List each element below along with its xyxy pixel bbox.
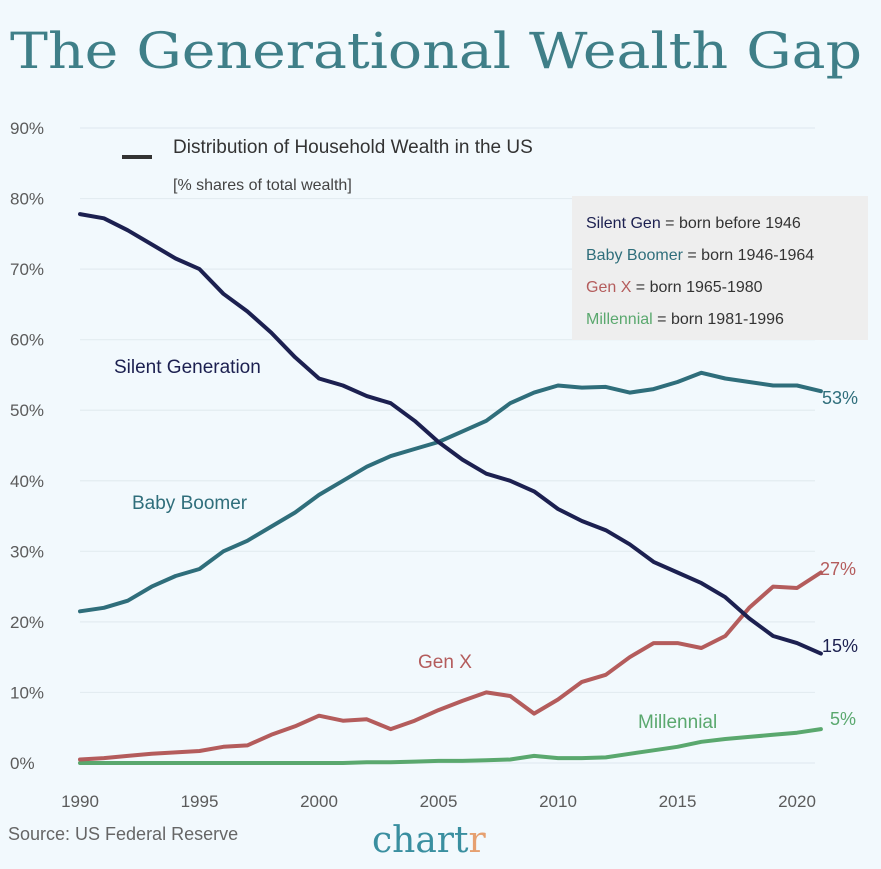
legend-desc: = born before 1946 [661, 215, 801, 232]
y-tick-label: 20% [10, 613, 44, 632]
legend-item: Baby Boomer = born 1946-1964 [586, 247, 814, 264]
x-tick-label: 1990 [61, 792, 99, 811]
legend-name: Millennial [586, 311, 653, 328]
svg-text:Silent Gen = born before 1946: Silent Gen = born before 1946 [586, 215, 801, 232]
y-tick-label: 10% [10, 683, 44, 702]
legend-name: Baby Boomer [586, 247, 684, 264]
y-tick-label: 40% [10, 472, 44, 491]
subtitle-dash [122, 155, 152, 159]
y-tick-label: 30% [10, 542, 44, 561]
end-label-silent: 15% [822, 636, 858, 656]
svg-text:Gen X = born 1965-1980: Gen X = born 1965-1980 [586, 279, 763, 296]
chart-title: The Generational Wealth Gap [10, 22, 862, 80]
series-line-gen-x [78, 570, 823, 762]
svg-text:Baby Boomer = born 1946-1964: Baby Boomer = born 1946-1964 [586, 247, 814, 264]
legend-name: Silent Gen [586, 215, 661, 232]
x-tick-label: 2010 [539, 792, 577, 811]
legend-desc: = born 1981-1996 [653, 311, 784, 328]
series-label-genx: Gen X [418, 652, 472, 673]
x-tick-label: 2015 [659, 792, 697, 811]
source-note: Source: US Federal Reserve [8, 824, 238, 844]
legend-item: Silent Gen = born before 1946 [586, 215, 801, 232]
y-tick-label: 90% [10, 119, 44, 138]
chartr-logo: chartr [372, 820, 487, 861]
series-line-millennial [78, 727, 823, 765]
series-label-silent: Silent Generation [114, 357, 261, 378]
legend-desc: = born 1965-1980 [631, 279, 762, 296]
series-line-silent-generation [78, 212, 823, 656]
y-tick-label: 80% [10, 190, 44, 209]
y-tick-label: 0% [10, 754, 35, 773]
end-label-boomer: 53% [822, 388, 858, 408]
x-tick-label: 2020 [778, 792, 816, 811]
chart-subtitle: Distribution of Household Wealth in the … [173, 137, 533, 158]
legend-desc: = born 1946-1964 [683, 247, 814, 264]
series-label-millennial: Millennial [638, 712, 717, 733]
x-tick-label: 2000 [300, 792, 338, 811]
chart-units: [% shares of total wealth] [173, 177, 352, 194]
y-tick-label: 50% [10, 401, 44, 420]
series-label-boomer: Baby Boomer [132, 493, 248, 514]
y-tick-label: 70% [10, 260, 44, 279]
legend-item: Gen X = born 1965-1980 [586, 279, 763, 296]
x-tick-label: 2005 [420, 792, 458, 811]
y-tick-label: 60% [10, 331, 44, 350]
legend-box [572, 196, 868, 340]
svg-text:Millennial = born 1981-1996: Millennial = born 1981-1996 [586, 311, 784, 328]
legend-name: Gen X [586, 279, 632, 296]
end-label-genx: 27% [820, 559, 856, 579]
x-tick-label: 1995 [181, 792, 219, 811]
end-label-millennial: 5% [830, 709, 856, 729]
series-line-baby-boomer [78, 370, 823, 614]
legend-item: Millennial = born 1981-1996 [586, 311, 784, 328]
